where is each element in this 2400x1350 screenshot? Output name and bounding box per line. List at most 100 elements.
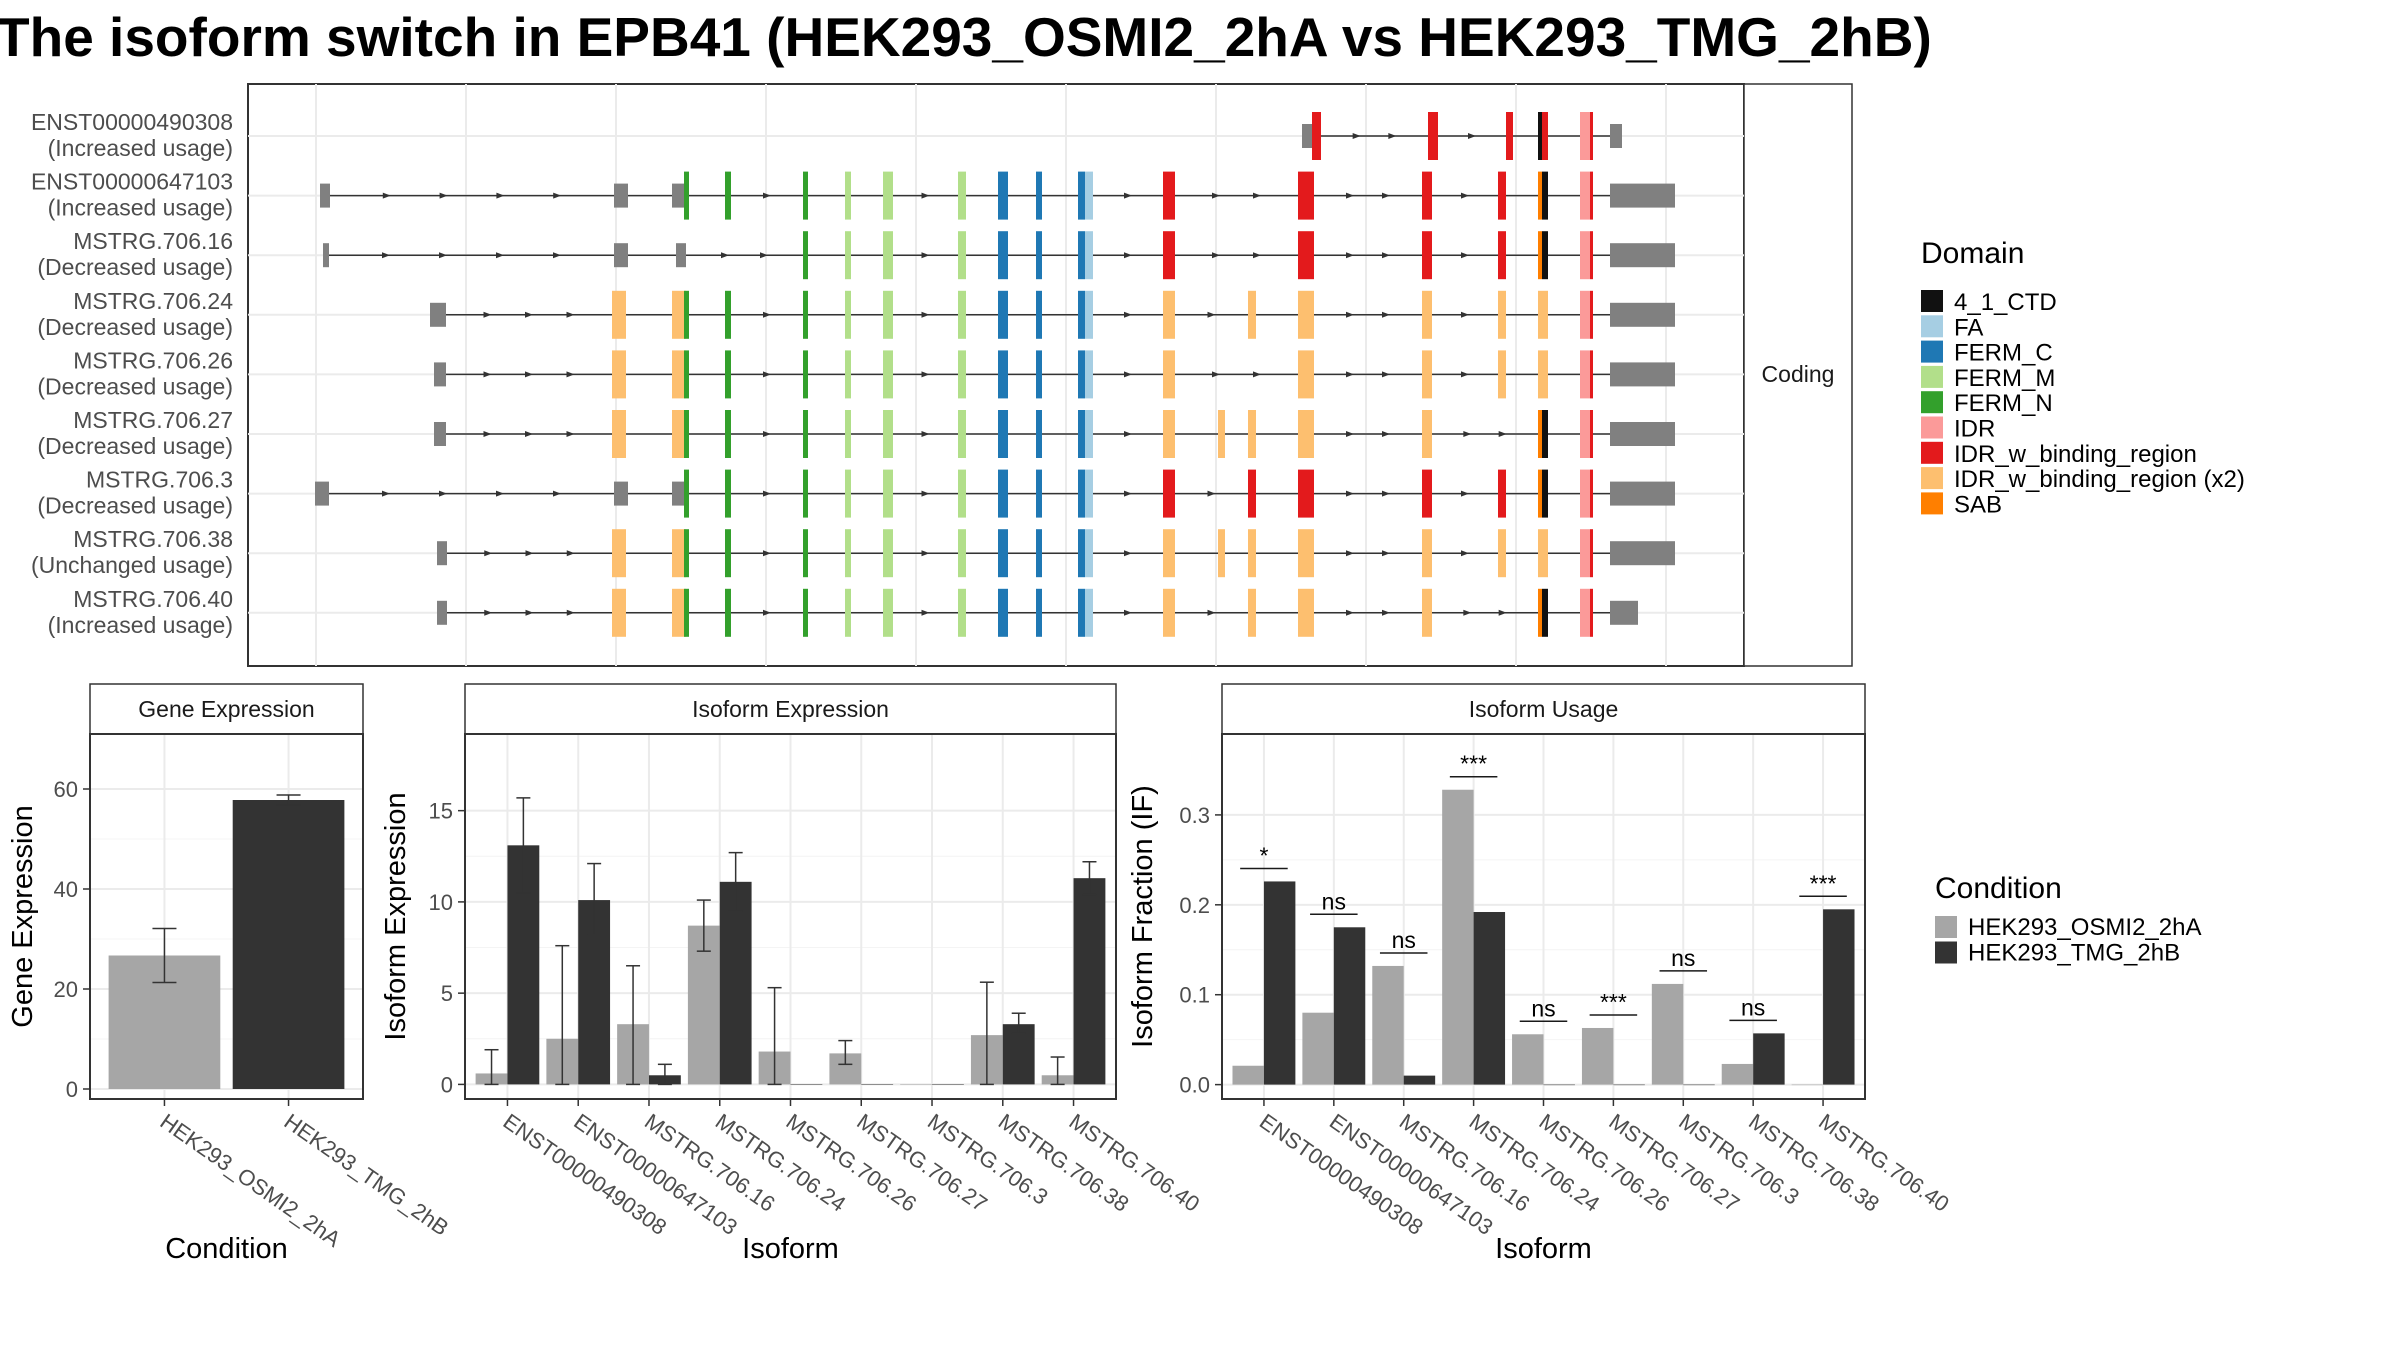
- intron-arrow: [483, 311, 492, 318]
- exon: [434, 362, 446, 387]
- domain-exon: [998, 231, 1008, 280]
- transcript-row: MSTRG.706.16(Decreased usage): [37, 228, 1744, 280]
- domain-legend-swatch: [1921, 416, 1943, 439]
- transcript-row: MSTRG.706.27(Decreased usage): [37, 407, 1744, 459]
- intron-arrow: [1253, 252, 1261, 259]
- transcript-status-label: (Decreased usage): [37, 373, 233, 399]
- domain-exon: [803, 410, 808, 458]
- y-tick-label: 0.0: [1179, 1073, 1210, 1098]
- bar: [932, 1084, 964, 1085]
- domain-exon: [1580, 231, 1590, 280]
- intron-arrow: [1124, 252, 1132, 259]
- y-tick-label: 40: [54, 877, 78, 902]
- intron-arrow: [1124, 550, 1132, 557]
- intron-arrow: [1207, 311, 1216, 318]
- intron-arrow: [382, 192, 391, 199]
- domain-exon: [1422, 290, 1432, 339]
- exon: [614, 183, 628, 208]
- significance-label: ns: [1531, 995, 1555, 1021]
- domain-exon: [1506, 112, 1513, 160]
- domain-exon: [1036, 231, 1042, 280]
- y-axis-title: Gene Expression: [7, 805, 39, 1027]
- intron-arrow: [496, 490, 504, 497]
- domain-exon: [1590, 350, 1593, 399]
- intron-arrow: [763, 371, 771, 378]
- intron-arrow: [382, 252, 390, 259]
- domain-exon: [883, 410, 893, 458]
- domain-exon: [1248, 529, 1256, 578]
- domain-exon: [1422, 588, 1432, 637]
- intron-arrow: [1346, 490, 1354, 497]
- intron-arrow: [1382, 371, 1390, 378]
- exon: [1610, 362, 1675, 387]
- domain-exon: [1163, 231, 1175, 280]
- domain-exon: [845, 469, 851, 518]
- domain-exon: [1085, 290, 1093, 339]
- y-axis-title: Isoform Fraction (IF): [1127, 785, 1159, 1048]
- domain-exon: [803, 350, 808, 399]
- domain-exon: [1078, 529, 1085, 578]
- exon: [430, 302, 446, 327]
- domain-legend-label: SAB: [1954, 491, 2002, 518]
- domain-exon: [1422, 171, 1432, 220]
- domain-legend-swatch: [1921, 441, 1943, 464]
- exon: [1610, 124, 1622, 148]
- intron-arrow: [439, 192, 448, 199]
- domain-exon: [1498, 350, 1506, 399]
- bar: [1473, 912, 1506, 1085]
- transcript-status-label: (Increased usage): [48, 612, 233, 638]
- intron-arrow: [553, 192, 562, 199]
- domain-exon: [1163, 588, 1175, 637]
- domain-legend-label: FA: [1954, 314, 1983, 341]
- domain-exon: [1580, 112, 1590, 160]
- exon: [437, 541, 447, 566]
- intron-arrow: [1468, 133, 1476, 139]
- y-tick-label: 0.1: [1179, 983, 1210, 1008]
- exon: [434, 422, 446, 446]
- y-tick-label: 20: [54, 977, 78, 1002]
- intron-arrow: [921, 490, 930, 497]
- domain-exon: [1085, 231, 1093, 280]
- intron-arrow: [1346, 431, 1354, 437]
- domain-legend-label: 4_1_CTD: [1954, 289, 2057, 316]
- domain-exon: [684, 171, 689, 220]
- intron-arrow: [1352, 133, 1361, 139]
- exon: [1302, 124, 1312, 148]
- transcript-id-label: MSTRG.706.16: [73, 228, 233, 254]
- domain-exon: [1590, 112, 1593, 160]
- intron-arrow: [1461, 490, 1469, 497]
- intron-arrow: [566, 311, 575, 318]
- intron-arrow: [553, 490, 561, 497]
- domain-exon: [684, 588, 689, 637]
- domain-exon: [1248, 290, 1256, 339]
- domain-exon: [1036, 410, 1042, 458]
- domain-exon: [1078, 231, 1085, 280]
- domain-exon: [1542, 112, 1544, 160]
- domain-exon: [1590, 231, 1593, 280]
- domain-exon: [725, 469, 731, 518]
- intron-arrow: [1461, 311, 1469, 318]
- condition-legend-label: HEK293_TMG_2hB: [1968, 940, 2180, 967]
- domain-exon: [612, 529, 626, 578]
- exon: [614, 481, 628, 506]
- domain-exon: [883, 350, 893, 399]
- bar: [1002, 1024, 1035, 1085]
- domain-exon: [1580, 529, 1590, 578]
- domain-exon: [612, 290, 626, 339]
- domain-legend: Domain4_1_CTDFAFERM_CFERM_MFERM_NIDRIDR_…: [1921, 237, 2245, 518]
- transcript-row: MSTRG.706.40(Increased usage): [48, 586, 1744, 638]
- intron-arrow: [1463, 609, 1472, 616]
- transcript-row: ENST00000647103(Increased usage): [31, 169, 1744, 221]
- bar: [1683, 1084, 1715, 1086]
- domain-exon: [1498, 469, 1506, 518]
- significance-label: ***: [1460, 751, 1487, 777]
- domain-exon: [998, 469, 1008, 518]
- domain-exon: [845, 410, 851, 458]
- domain-exon: [1590, 588, 1593, 637]
- domain-exon: [1248, 588, 1256, 637]
- domain-exon: [684, 410, 689, 458]
- domain-exon: [958, 410, 966, 458]
- domain-exon: [1163, 350, 1175, 399]
- domain-exon: [1312, 112, 1321, 160]
- panel-strip-title: Gene Expression: [138, 696, 314, 722]
